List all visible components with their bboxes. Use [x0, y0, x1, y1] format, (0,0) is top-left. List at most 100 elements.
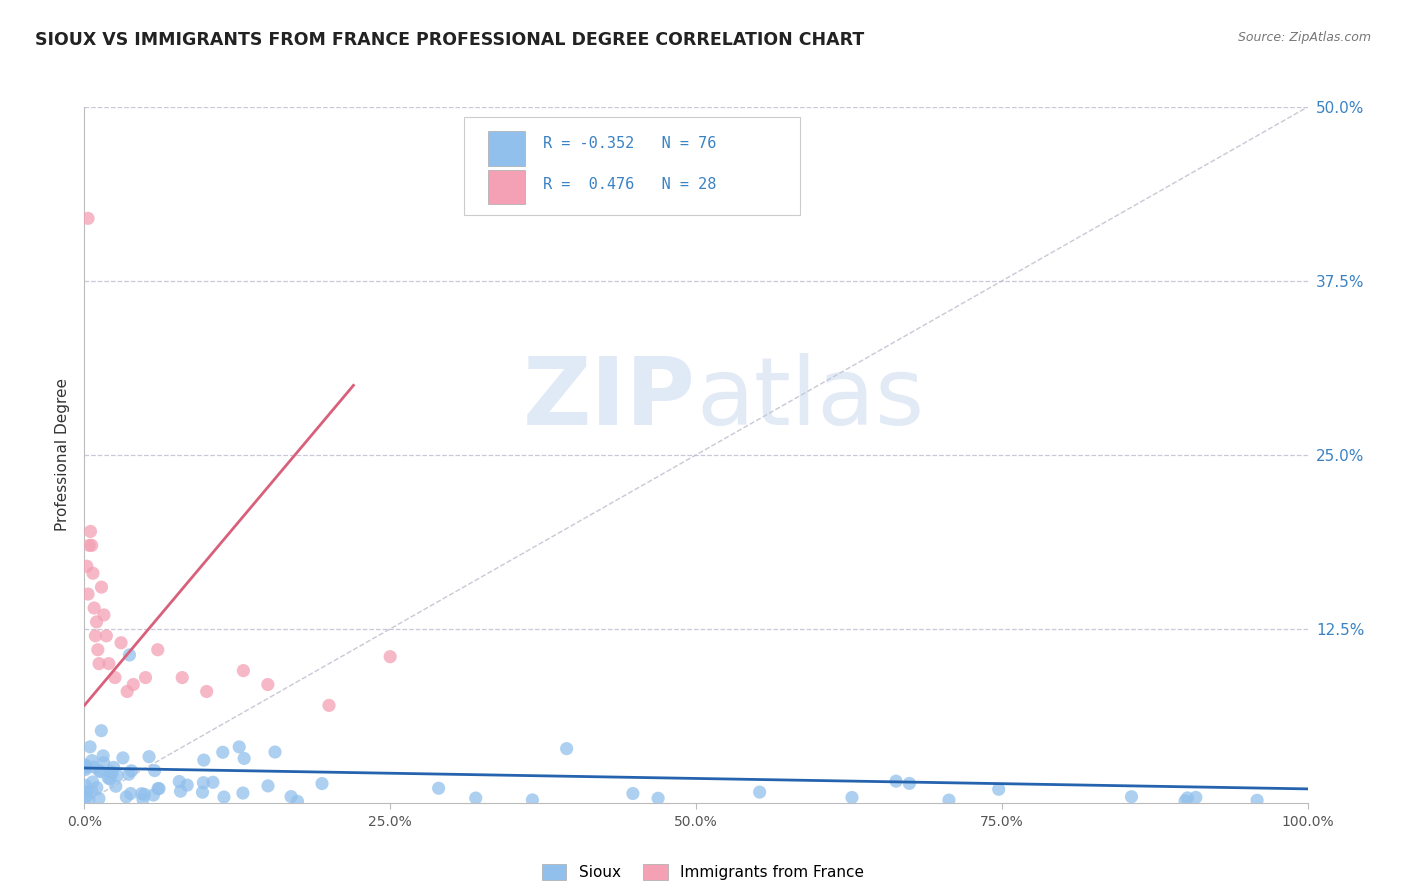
Sioux [621, 787, 644, 801]
Sioux [143, 764, 166, 778]
Sioux [93, 756, 115, 770]
Immigrants from France [115, 684, 138, 698]
Immigrants from France [77, 538, 100, 552]
Sioux [120, 787, 142, 801]
Text: R = -0.352   N = 76: R = -0.352 N = 76 [543, 136, 717, 151]
Immigrants from France [80, 538, 103, 552]
Sioux [100, 764, 122, 779]
Sioux [555, 741, 578, 756]
Sioux [148, 781, 170, 796]
Immigrants from France [96, 629, 118, 643]
Sioux [280, 789, 302, 804]
Sioux [75, 790, 97, 805]
Sioux [464, 791, 486, 805]
Sioux [86, 780, 108, 795]
Sioux [169, 784, 191, 798]
Sioux [987, 782, 1010, 797]
FancyBboxPatch shape [488, 169, 524, 204]
Sioux [522, 793, 544, 807]
Sioux [264, 745, 287, 759]
Sioux [233, 751, 256, 765]
Sioux [90, 723, 112, 738]
Sioux [115, 789, 138, 804]
Immigrants from France [79, 524, 101, 539]
Sioux [132, 792, 155, 806]
Sioux [75, 760, 97, 774]
Sioux [75, 758, 97, 772]
Sioux [193, 775, 215, 789]
Immigrants from France [87, 642, 110, 657]
Sioux [191, 785, 214, 799]
Sioux [118, 767, 141, 781]
Sioux [212, 790, 235, 805]
Sioux [841, 790, 863, 805]
Sioux [232, 786, 254, 800]
Immigrants from France [104, 671, 127, 685]
Sioux [89, 764, 111, 778]
Sioux [211, 745, 233, 759]
Immigrants from France [97, 657, 120, 671]
Sioux [193, 753, 215, 767]
Immigrants from France [87, 657, 110, 671]
Immigrants from France [77, 587, 100, 601]
Immigrants from France [93, 607, 115, 622]
Sioux [82, 775, 104, 789]
Sioux [91, 748, 114, 763]
Immigrants from France [172, 671, 194, 685]
Immigrants from France [135, 671, 157, 685]
Sioux [748, 785, 770, 799]
Sioux [107, 768, 129, 782]
Immigrants from France [84, 629, 107, 643]
Sioux [138, 749, 160, 764]
Immigrants from France [232, 664, 254, 678]
Sioux [80, 784, 103, 798]
Sioux [1121, 789, 1143, 804]
Immigrants from France [110, 636, 132, 650]
Sioux [427, 781, 450, 796]
Immigrants from France [122, 677, 145, 691]
Sioux [647, 791, 669, 805]
Sioux [938, 793, 960, 807]
Text: R =  0.476   N = 28: R = 0.476 N = 28 [543, 178, 717, 193]
Y-axis label: Professional Degree: Professional Degree [55, 378, 70, 532]
Immigrants from France [77, 211, 100, 226]
Immigrants from France [90, 580, 112, 594]
Sioux [79, 739, 101, 754]
Sioux [167, 774, 190, 789]
Sioux [76, 786, 98, 800]
Sioux [80, 754, 103, 768]
Immigrants from France [380, 649, 402, 664]
Sioux [111, 751, 134, 765]
Sioux [228, 739, 250, 754]
Sioux [75, 779, 97, 793]
Sioux [101, 766, 124, 780]
Sioux [142, 788, 165, 802]
Text: ZIP: ZIP [523, 353, 696, 445]
Sioux [1174, 794, 1197, 808]
FancyBboxPatch shape [464, 118, 800, 215]
Sioux [134, 788, 156, 802]
Sioux [75, 763, 97, 777]
Sioux [257, 779, 280, 793]
Sioux [104, 779, 127, 793]
Sioux [83, 760, 105, 774]
Sioux [287, 794, 309, 808]
Sioux [1246, 793, 1268, 807]
Immigrants from France [195, 684, 218, 698]
Sioux [77, 793, 100, 807]
Sioux [98, 772, 121, 786]
Immigrants from France [86, 615, 108, 629]
Text: atlas: atlas [696, 353, 924, 445]
Sioux [75, 759, 97, 773]
Sioux [311, 776, 333, 790]
Immigrants from France [83, 601, 105, 615]
Sioux [75, 784, 97, 798]
Sioux [97, 771, 120, 785]
Legend: Sioux, Immigrants from France: Sioux, Immigrants from France [541, 864, 865, 880]
Immigrants from France [76, 559, 98, 574]
Sioux [1185, 790, 1208, 805]
Text: SIOUX VS IMMIGRANTS FROM FRANCE PROFESSIONAL DEGREE CORRELATION CHART: SIOUX VS IMMIGRANTS FROM FRANCE PROFESSI… [35, 31, 865, 49]
Text: Source: ZipAtlas.com: Source: ZipAtlas.com [1237, 31, 1371, 45]
Sioux [201, 775, 224, 789]
Sioux [146, 781, 169, 796]
